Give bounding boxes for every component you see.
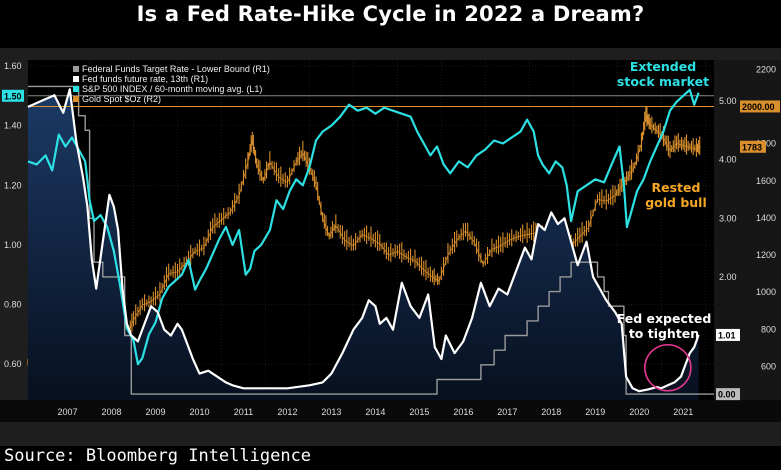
gold-level-label: 2000.00 — [742, 102, 775, 112]
r1-tick-label: 5.00 — [719, 96, 737, 106]
legend-label: Gold Spot $Oz (R2) — [82, 94, 161, 104]
r2-tick-label: 1000 — [756, 287, 776, 297]
left-tick-label: 0.80 — [4, 300, 22, 310]
sp500-series — [27, 88, 700, 366]
x-tick-label: 2011 — [234, 407, 253, 417]
r2-tick-label: 2200 — [756, 64, 776, 74]
gold-last-label: 1783 — [742, 142, 762, 152]
axes: 0.600.801.001.201.401.601.002.003.004.00… — [2, 61, 780, 417]
x-tick-label: 2018 — [541, 407, 561, 417]
gold-level-label-box — [740, 100, 780, 113]
source-note: Source: Bloomberg Intelligence — [4, 446, 312, 466]
r2-tick-label: 600 — [761, 362, 776, 372]
legend-swatch — [73, 66, 79, 72]
legend-swatch — [73, 96, 79, 102]
chart: 0.600.801.001.201.401.601.002.003.004.00… — [0, 48, 781, 446]
r1-tick-label: 3.00 — [719, 213, 737, 223]
annotation-rested: gold bull — [645, 195, 707, 210]
right-axis-panel — [714, 60, 781, 400]
x-tick-label: 2019 — [585, 407, 605, 417]
fed-future-series — [27, 88, 700, 393]
legend-label: Fed funds future rate, 13th (R1) — [82, 74, 208, 84]
annotation-extended: Extended — [630, 59, 696, 74]
fed-target-line — [28, 85, 714, 395]
sp500-level-label: 1.50 — [4, 91, 22, 101]
fed-future-area — [28, 89, 699, 401]
x-tick-label: 2007 — [58, 407, 78, 417]
x-tick-label: 2012 — [277, 407, 297, 417]
reference-lines — [28, 95, 714, 107]
annotation-fed-expected: to tighten — [629, 326, 699, 341]
legend-swatch — [73, 86, 79, 92]
fed-target-series — [28, 85, 714, 395]
r2-tick-label: 1600 — [756, 176, 776, 186]
x-tick-label: 2015 — [409, 407, 429, 417]
fed-future-last-label: 1.01 — [718, 330, 736, 340]
r1-tick-label: 4.00 — [719, 155, 737, 165]
x-tick-label: 2008 — [102, 407, 122, 417]
sp500-level-label-box — [2, 89, 24, 102]
left-tick-label: 0.60 — [4, 359, 22, 369]
chart-title: Is a Fed Rate-Hike Cycle in 2022 a Dream… — [136, 2, 645, 26]
fed-target-last-label-box — [716, 388, 740, 401]
r1-tick-label: 2.00 — [719, 272, 737, 282]
title-banner: Is a Fed Rate-Hike Cycle in 2022 a Dream… — [0, 0, 781, 48]
x-tick-label: 2017 — [497, 407, 517, 417]
fed-future-line — [27, 88, 700, 393]
x-tick-label: 2016 — [453, 407, 473, 417]
x-tick-label: 2009 — [146, 407, 166, 417]
legend: Federal Funds Target Rate - Lower Bound … — [73, 64, 270, 104]
x-tick-label: 2013 — [321, 407, 341, 417]
left-tick-label: 1.60 — [4, 61, 22, 71]
annotation-rested: Rested — [652, 180, 701, 195]
fed-future-last-label-box — [716, 328, 740, 341]
x-tick-label: 2021 — [673, 407, 693, 417]
left-tick-label: 1.20 — [4, 180, 22, 190]
legend-label: Federal Funds Target Rate - Lower Bound … — [82, 64, 270, 74]
left-tick-label: 1.00 — [4, 240, 22, 250]
gold-last-label-box — [740, 140, 766, 153]
legend-swatch — [73, 76, 79, 82]
annotation-fed-expected: Fed expected — [617, 311, 712, 326]
annotation-extended: stock market — [617, 74, 709, 89]
legend-label: S&P 500 INDEX / 60-month moving avg. (L1… — [82, 84, 262, 94]
left-tick-label: 1.40 — [4, 121, 22, 131]
fed-future-fill — [28, 89, 699, 401]
highlight-circle — [644, 343, 692, 392]
r2-tick-label: 800 — [761, 324, 776, 334]
x-tick-label: 2010 — [189, 407, 209, 417]
sp500-line — [27, 88, 700, 366]
x-tick-label: 2020 — [629, 407, 649, 417]
r2-tick-label: 1200 — [756, 250, 776, 260]
r2-tick-label: 1400 — [756, 213, 776, 223]
fed-target-last-label: 0.00 — [718, 390, 736, 400]
x-axis-band — [0, 400, 781, 422]
x-tick-label: 2014 — [365, 407, 385, 417]
